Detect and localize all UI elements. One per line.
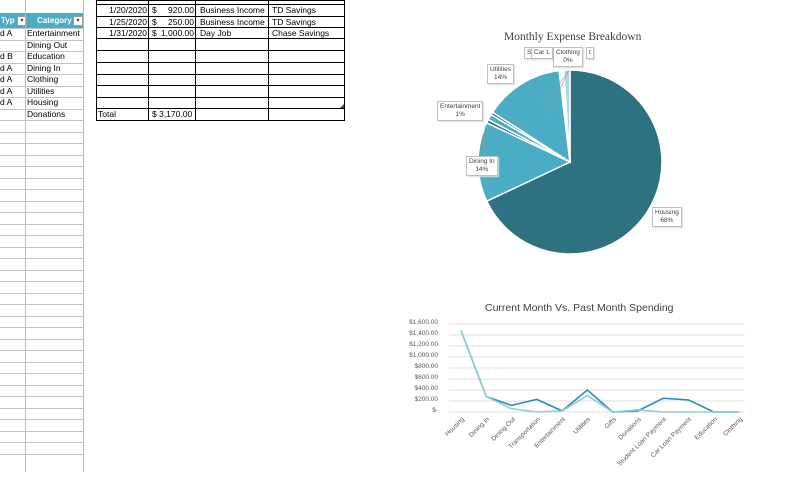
type-cell[interactable]: d B (0, 51, 13, 61)
type-cell[interactable] (0, 109, 24, 120)
category-header: Category (37, 16, 72, 25)
y-tick-label: $800.00 (414, 363, 439, 370)
category-filter-dropdown-icon[interactable]: ▾ (73, 16, 83, 26)
line-chart-title: Current Month Vs. Past Month Spending (485, 302, 674, 314)
type-filter-dropdown-icon[interactable]: ▾ (17, 16, 27, 26)
pie-label-dining-in: Dining In 14% (466, 156, 498, 176)
type-header: Typ (1, 16, 15, 25)
y-tick-label: $1,600.00 (409, 319, 438, 326)
y-tick-label: $600.00 (414, 374, 439, 381)
date-cell[interactable]: 1/20/2020 (109, 5, 147, 15)
category-cell[interactable]: Clothing (27, 74, 59, 84)
y-tick-label: $200.00 (414, 396, 439, 403)
type-cell[interactable]: d A (0, 97, 13, 107)
pie-label-utilities: Utilities 14% (487, 64, 514, 84)
amount-cell[interactable]: 920.00 (168, 5, 194, 15)
account-cell[interactable]: TD Savings (272, 17, 316, 27)
left-sheet-header-row: Typ ▾ Category ▾ (0, 13, 84, 28)
pie-leader-line (499, 111, 529, 131)
category-cell[interactable]: Utilities (27, 86, 55, 96)
currency-cell[interactable]: $ (152, 5, 157, 15)
currency-cell[interactable]: $ (152, 28, 157, 38)
category-cell[interactable]: Education (27, 51, 65, 61)
amount-cell[interactable]: 1,000.00 (160, 28, 194, 38)
category-cell[interactable]: Housing (27, 97, 59, 107)
total-label: Total (98, 109, 116, 119)
type-cell[interactable]: d A (0, 63, 13, 73)
type-cell[interactable]: d A (0, 74, 13, 84)
category-cell[interactable]: Dining Out (27, 40, 68, 50)
y-tick-label: $- (432, 407, 438, 414)
category-cell[interactable]: Dining In (27, 63, 61, 73)
income-table: 1/20/2020 $920.00 Business Income TD Saving… (96, 0, 345, 121)
source-cell[interactable]: Business Income (200, 17, 265, 27)
amount-cell[interactable]: 250.00 (168, 17, 194, 27)
table-resize-handle[interactable] (340, 104, 344, 108)
pie-leader-line (542, 69, 571, 105)
line-series-1[interactable] (460, 330, 739, 413)
pie-chart-title: Monthly Expense Breakdown (504, 31, 642, 43)
column-divider (25, 0, 26, 472)
type-cell[interactable] (0, 40, 24, 51)
pie-chart[interactable] (440, 40, 680, 265)
category-cell[interactable]: Entertainment (27, 28, 80, 38)
currency-cell[interactable]: $ (152, 17, 157, 27)
date-cell[interactable]: 1/31/2020 (109, 28, 147, 38)
y-tick-label: $1,400.00 (409, 330, 438, 337)
pie-label-gifts: t (586, 47, 594, 59)
pie-label-car-loan: Car L (531, 47, 553, 59)
pie-leader-line (549, 70, 569, 114)
date-cell[interactable]: 1/25/2020 (109, 17, 147, 27)
type-cell[interactable]: d A (0, 28, 13, 38)
source-cell[interactable]: Business Income (200, 5, 265, 15)
left-sheet-table: Typ ▾ Category ▾ d A Entertainment Dining … (0, 0, 84, 472)
pie-label-housing: Housing 68% (652, 207, 682, 227)
line-chart[interactable] (445, 318, 750, 418)
source-cell[interactable]: Day Job (200, 28, 232, 38)
y-tick-label: $1,200.00 (409, 341, 438, 348)
column-divider (83, 0, 84, 472)
y-tick-label: $1,000.00 (409, 352, 438, 359)
pie-slice-housing[interactable] (485, 69, 663, 255)
pie-slice-utilities[interactable] (491, 69, 571, 164)
line-series-2[interactable] (460, 330, 739, 413)
pie-label-clothing: Clothing 0% (553, 47, 583, 67)
y-tick-label: $400.00 (414, 385, 439, 392)
total-value: $ 3,170.00 (152, 109, 193, 119)
category-cell[interactable]: Donations (27, 109, 66, 119)
pie-label-entertainment: Entertainment 1% (437, 101, 484, 121)
account-cell[interactable]: TD Savings (272, 5, 316, 15)
type-cell[interactable]: d A (0, 86, 13, 96)
account-cell[interactable]: Chase Savings (272, 28, 330, 38)
